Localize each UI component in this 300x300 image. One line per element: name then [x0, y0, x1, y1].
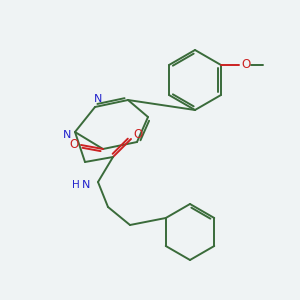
Text: N: N [94, 94, 102, 104]
Text: N: N [63, 130, 71, 140]
Text: O: O [242, 58, 250, 71]
Text: O: O [69, 137, 79, 151]
Text: O: O [134, 128, 142, 142]
Text: H: H [72, 180, 80, 190]
Text: N: N [82, 180, 90, 190]
